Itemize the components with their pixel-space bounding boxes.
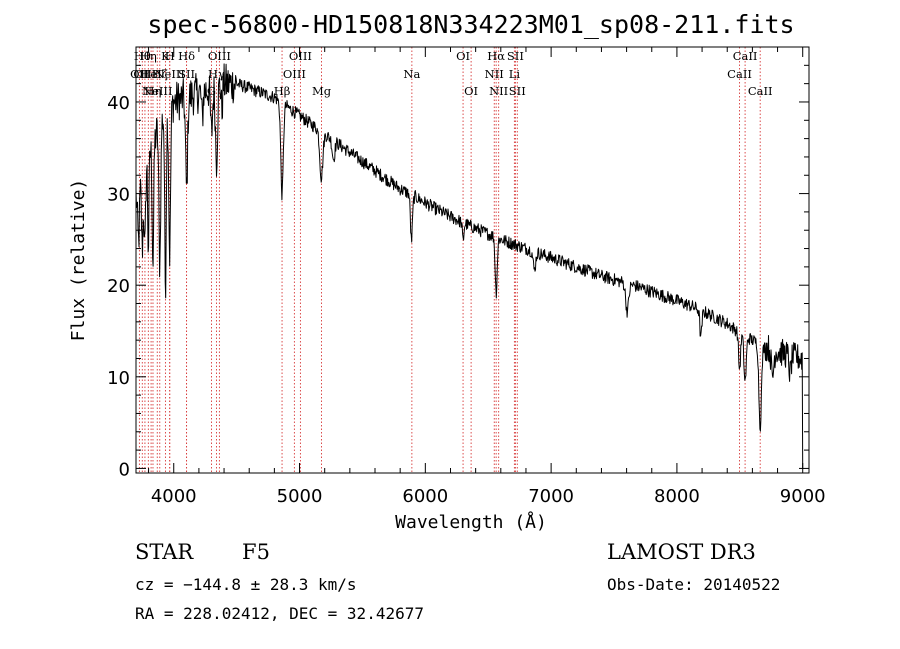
x-tick-label: 5000 [277, 486, 323, 507]
marker-label: Hζ [152, 67, 168, 81]
spectrum-series [135, 63, 804, 469]
x-tick-label: 7000 [528, 486, 574, 507]
marker-label: OIII [283, 67, 306, 81]
marker-label: Hα [487, 49, 505, 63]
x-axis-label: Wavelength (Å) [395, 511, 547, 533]
line-marker-labels: OIIHθOIIIHηHeIHηNeIIIHζKHNeIIIHδSIIGHγOI… [130, 49, 772, 98]
y-tick-label: 20 [107, 276, 130, 297]
marker-label: CaII [727, 67, 752, 81]
x-tick-label: 8000 [654, 486, 700, 507]
marker-label: Hη [140, 49, 157, 63]
x-tick-label: 9000 [780, 486, 826, 507]
line-markers [138, 47, 761, 473]
marker-label: Hη [145, 84, 162, 98]
marker-label: Hδ [178, 49, 195, 63]
chart-title: spec-56800-HD150818N334223M01_sp08-211.f… [147, 10, 794, 39]
survey-name: LAMOST DR3 [607, 540, 756, 564]
y-tick-label: 30 [107, 185, 130, 206]
marker-label: SII [509, 84, 526, 98]
marker-label: OIII [289, 49, 312, 63]
marker-label: NeIII [154, 67, 185, 81]
y-tick-label: 40 [107, 93, 130, 114]
y-tick-label: 0 [119, 459, 130, 480]
marker-label: Hγ [208, 67, 225, 81]
marker-label: SII [507, 49, 524, 63]
object-class: STAR [135, 540, 194, 564]
marker-label: G [207, 84, 216, 98]
marker-label: OI [464, 84, 478, 98]
marker-label: CaII [748, 84, 773, 98]
marker-label: Mg [312, 84, 332, 98]
x-tick-label: 4000 [151, 486, 197, 507]
marker-label: Hθ [134, 49, 151, 63]
marker-label: SII [178, 67, 195, 81]
marker-label: NeIII [142, 84, 173, 98]
marker-label: NII [485, 67, 504, 81]
y-tick-label: 10 [107, 368, 130, 389]
marker-label: OIII [133, 67, 156, 81]
marker-label: H [165, 49, 175, 63]
redshift-velocity: cz = −144.8 ± 28.3 km/s [135, 575, 357, 594]
object-subclass: F5 [242, 540, 270, 564]
marker-label: Li [509, 67, 521, 81]
marker-label: K [161, 49, 170, 63]
y-axis-label: Flux (relative) [68, 179, 89, 342]
spectrum-line [135, 63, 804, 469]
marker-label: OII [130, 67, 149, 81]
ra-dec-coordinates: RA = 228.02412, DEC = 32.42677 [135, 604, 424, 623]
marker-label: HeI [140, 67, 161, 81]
observation-date: Obs-Date: 20140522 [607, 575, 781, 594]
marker-label: OIII [208, 49, 231, 63]
x-tick-label: 6000 [402, 486, 448, 507]
marker-label: Na [403, 67, 420, 81]
marker-label: CaII [733, 49, 758, 63]
marker-label: Hβ [274, 84, 291, 98]
axis-ticks: 4000 5000 6000 7000 8000 9000 0 10 20 30 40 [107, 47, 826, 507]
marker-label: NII [489, 84, 508, 98]
plot-frame [135, 46, 810, 474]
marker-label: OI [456, 49, 470, 63]
